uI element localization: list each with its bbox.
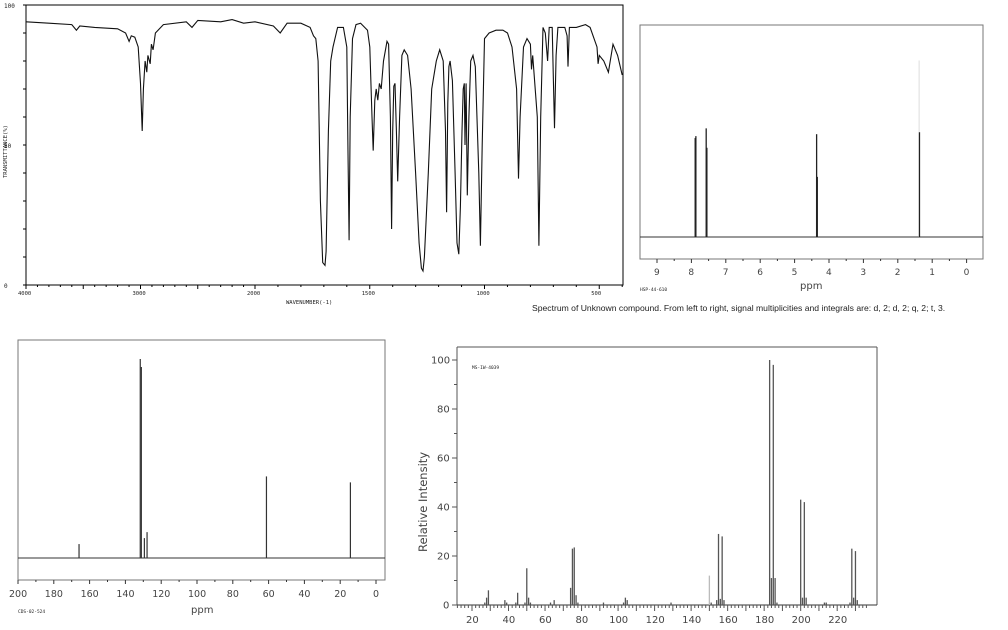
ms-x-tick-label: 80 xyxy=(576,615,589,626)
ir-x-tick-label: 3000 xyxy=(133,291,146,297)
ms-y-axis-label: Relative Intensity xyxy=(416,452,430,552)
h-nmr-x-tick-label: 5 xyxy=(792,268,798,278)
h-nmr-x-tick-label: 6 xyxy=(757,268,763,278)
ir-x-axis-label: WAVENUMBER(-1) xyxy=(286,300,332,306)
ms-y-tick-label: 40 xyxy=(437,503,450,514)
c-nmr-x-tick-label: 160 xyxy=(81,589,99,600)
ms-x-tick-label: 220 xyxy=(828,615,847,626)
c-nmr-x-tick-label: 80 xyxy=(227,589,239,600)
c-nmr-x-tick-label: 0 xyxy=(373,589,379,600)
ir-y-tick-label: 100 xyxy=(4,3,15,10)
c-nmr-x-tick-label: 60 xyxy=(263,589,275,600)
ms-x-tick-label: 160 xyxy=(719,615,738,626)
c-nmr-x-tick-label: 20 xyxy=(334,589,346,600)
ms-x-tick-label: 100 xyxy=(609,615,628,626)
h-nmr-x-tick-label: 2 xyxy=(895,268,901,278)
c-nmr-x-tick-label: 180 xyxy=(45,589,63,600)
c-nmr-x-tick-label: 100 xyxy=(188,589,206,600)
ir-y-tick-label: 0 xyxy=(4,283,8,290)
ms-x-tick-label: 180 xyxy=(755,615,774,626)
ms-y-tick-label: 0 xyxy=(443,601,449,612)
ms-x-tick-label: 40 xyxy=(503,615,516,626)
ir-spectrum: 0 50 100 4000 3000 2000 1500 1000 500 WAVENUMBER(… xyxy=(3,3,624,306)
h-nmr-x-tick-label: 1 xyxy=(929,268,935,278)
h-nmr-x-tick-label: 4 xyxy=(826,268,832,278)
h-nmr-x-axis-label: ppm xyxy=(800,281,822,292)
ms-x-tick-label: 120 xyxy=(646,615,665,626)
h-nmr-x-tick-label: 7 xyxy=(723,268,729,278)
ms-y-tick-label: 20 xyxy=(437,552,450,563)
ms-x-tick-label: 140 xyxy=(682,615,701,626)
mass-spectrum: 0 20 40 60 80 100 20 40 60 80 100 120 140 160 180 200 22… xyxy=(416,346,878,626)
h-nmr-x-tick-label: 8 xyxy=(688,268,694,278)
ir-transmittance-curve xyxy=(25,19,623,273)
ir-x-tick-label: 500 xyxy=(591,291,601,297)
ir-x-tick-label: 4000 xyxy=(18,291,31,297)
ir-x-tick-label: 1500 xyxy=(362,291,375,297)
ms-y-tick-label: 80 xyxy=(437,405,450,416)
ir-plot-frame xyxy=(25,4,624,286)
h-nmr-x-tick-label: 9 xyxy=(654,268,660,278)
ms-y-tick-label: 60 xyxy=(437,454,450,465)
h-nmr-spectrum-code: HSP-44-610 xyxy=(640,287,667,293)
c-nmr-x-tick-label: 120 xyxy=(152,589,170,600)
ms-x-tick-label: 200 xyxy=(792,615,811,626)
c-nmr-x-tick-label: 140 xyxy=(116,589,134,600)
ir-y-axis-label: TRANSMITTANCE(%) xyxy=(3,125,9,178)
c-nmr-plot-frame xyxy=(17,339,386,581)
ir-x-tick-label: 1000 xyxy=(477,291,490,297)
ir-x-tick-label: 2000 xyxy=(247,291,260,297)
ms-x-tick-label: 60 xyxy=(539,615,552,626)
ir-y-tick-label: 50 xyxy=(4,143,12,150)
c-nmr-x-axis-label: ppm xyxy=(191,605,213,616)
c-nmr-x-tick-label: 200 xyxy=(9,589,27,600)
h-nmr-x-tick-label: 3 xyxy=(860,268,866,278)
h-nmr-x-tick-label: 0 xyxy=(964,268,970,278)
h-nmr-spectrum: 9 8 7 6 5 4 3 2 1 0 ppm HSP-44-610 xyxy=(639,24,984,293)
spectrum-caption: Spectrum of Unknown compound. From left … xyxy=(532,303,946,313)
ms-spectrum-code: MS-IW-4039 xyxy=(472,365,499,371)
ms-y-tick-label: 100 xyxy=(431,356,450,367)
ms-x-tick-label: 20 xyxy=(466,615,479,626)
h-nmr-plot-frame xyxy=(639,24,984,260)
c-nmr-spectrum-code: CDS-02-524 xyxy=(18,609,45,615)
c-nmr-x-tick-label: 40 xyxy=(298,589,310,600)
